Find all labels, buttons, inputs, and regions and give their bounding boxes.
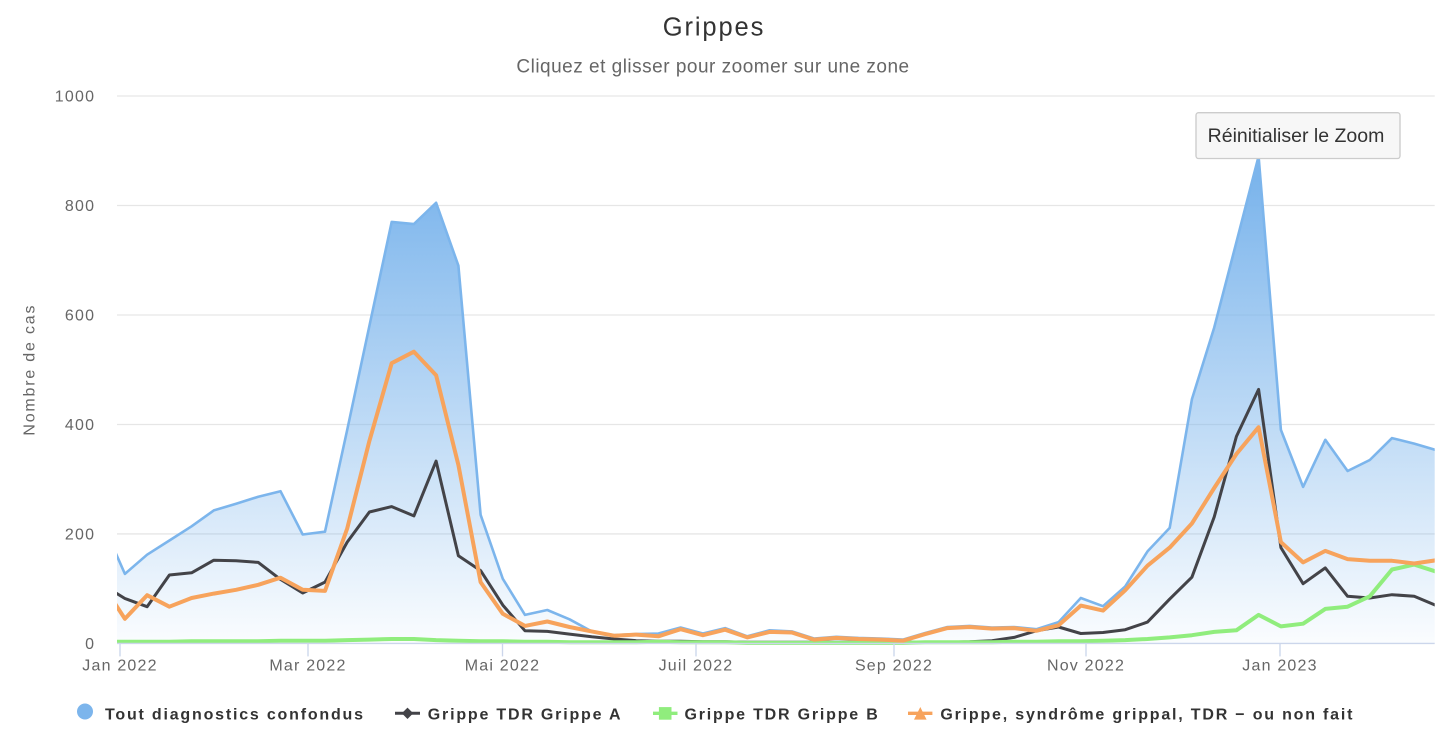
svg-text:Juil 2022: Juil 2022 (659, 658, 734, 675)
svg-text:0: 0 (85, 636, 95, 653)
svg-text:Tout diagnostics confondus: Tout diagnostics confondus (105, 706, 365, 723)
svg-text:Jan 2022: Jan 2022 (82, 658, 157, 675)
svg-text:1000: 1000 (55, 89, 95, 106)
svg-text:Réinitialiser le Zoom: Réinitialiser le Zoom (1208, 125, 1385, 147)
svg-text:Grippe TDR Grippe A: Grippe TDR Grippe A (428, 706, 623, 723)
svg-text:Grippe, syndrôme grippal, TDR: Grippe, syndrôme grippal, TDR − ou non f… (940, 706, 1354, 723)
svg-text:Cliquez et glisser pour zoomer: Cliquez et glisser pour zoomer sur une z… (516, 57, 909, 78)
svg-text:Nombre de cas: Nombre de cas (22, 304, 39, 436)
svg-text:Jan 2023: Jan 2023 (1242, 658, 1317, 675)
svg-text:Grippes: Grippes (663, 14, 766, 42)
svg-text:Grippe TDR Grippe B: Grippe TDR Grippe B (685, 706, 880, 723)
svg-text:200: 200 (65, 527, 95, 544)
svg-text:800: 800 (65, 198, 95, 215)
svg-text:Nov 2022: Nov 2022 (1047, 658, 1125, 675)
svg-text:Mar 2022: Mar 2022 (269, 658, 346, 675)
svg-text:400: 400 (65, 417, 95, 434)
svg-text:Sep 2022: Sep 2022 (855, 658, 933, 675)
svg-text:600: 600 (65, 308, 95, 325)
svg-text:Mai 2022: Mai 2022 (465, 658, 540, 675)
